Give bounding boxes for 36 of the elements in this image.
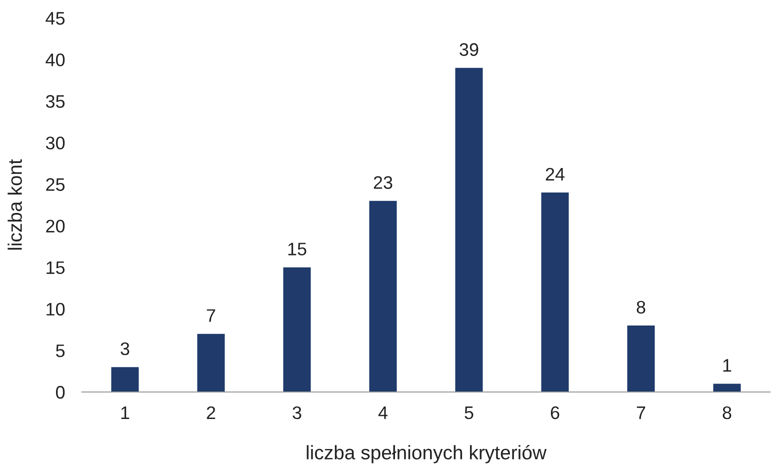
bar: [197, 334, 225, 392]
bar: [627, 326, 655, 392]
bar: [111, 367, 139, 392]
y-tick-label: 25: [46, 178, 65, 191]
x-tick-label: 2: [206, 406, 216, 419]
x-tick-label: 3: [292, 406, 302, 420]
y-axis-title: liczba kont: [8, 159, 22, 250]
x-tick-label: 8: [722, 406, 732, 420]
y-tick-label: 20: [46, 220, 65, 232]
x-tick-label: 1: [121, 406, 130, 419]
x-tick-label: 4: [378, 406, 388, 419]
data-label: 23: [374, 176, 392, 189]
data-label: 3: [120, 342, 130, 356]
x-tick-label: 5: [464, 406, 474, 420]
bar: [369, 200, 397, 392]
y-tick-label: 10: [46, 302, 65, 316]
data-label: 8: [636, 300, 646, 314]
y-tick-label: 30: [46, 136, 65, 150]
x-tick-label: 6: [550, 406, 560, 420]
y-tick-label: 5: [56, 344, 65, 358]
data-label: 39: [460, 43, 478, 56]
x-tick-label: 7: [636, 406, 646, 419]
y-tick-label: 35: [46, 95, 65, 108]
data-label: 24: [546, 168, 565, 180]
data-label: 1: [723, 359, 732, 372]
data-label: 7: [206, 309, 216, 322]
data-label: 15: [288, 242, 306, 256]
bar: [713, 384, 741, 392]
bar: [283, 267, 311, 392]
y-tick-label: 40: [46, 53, 65, 66]
y-tick-label: 15: [46, 261, 65, 274]
y-tick-label: 0: [56, 386, 65, 399]
bar: [541, 192, 569, 392]
y-tick-label: 45: [46, 12, 65, 25]
x-axis-title: liczba spełnionych kryteriów: [306, 444, 547, 464]
bar: [455, 68, 483, 392]
